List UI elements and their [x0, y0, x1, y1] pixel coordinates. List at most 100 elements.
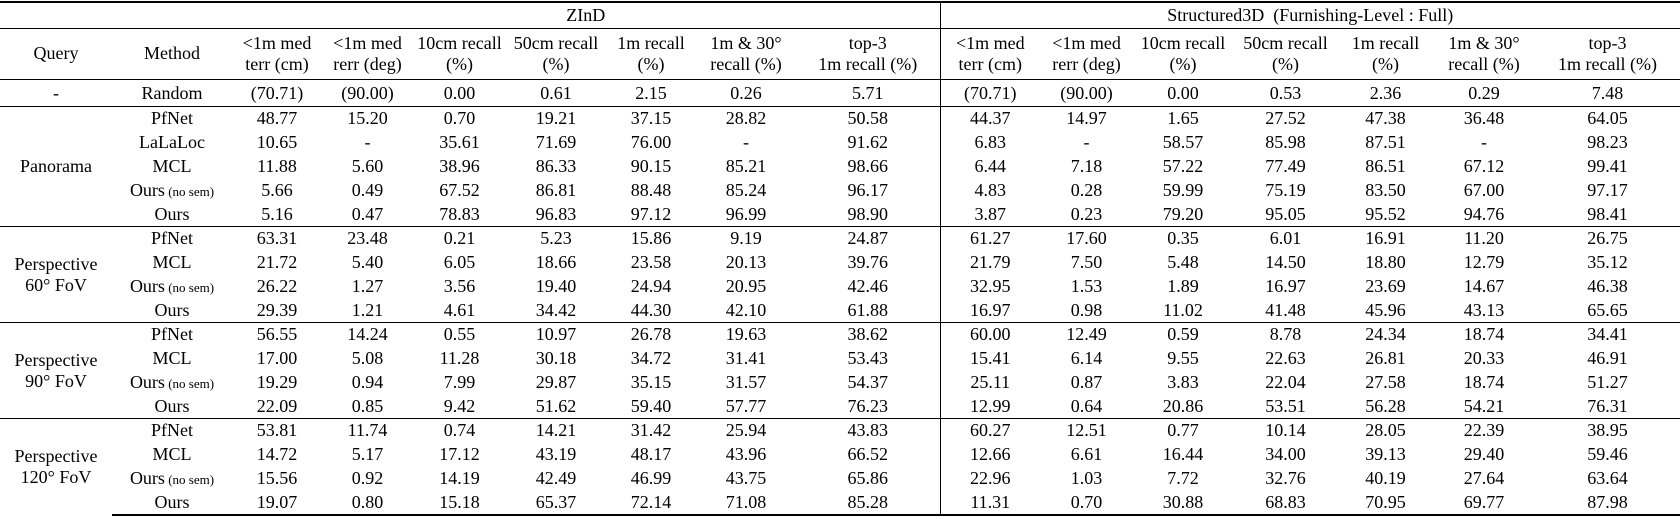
table-row: Ours 19.07 0.80 15.18 65.37 72.14 71.08 85.28 11… — [0, 490, 1680, 516]
value-cell: 38.62 — [796, 322, 941, 347]
metric-header-line2: (%) — [1272, 54, 1299, 74]
metric-header-line1: 1m recall — [617, 32, 685, 53]
value-cell: 66.52 — [847, 444, 889, 465]
value-cell: 40.19 — [1365, 468, 1406, 489]
metric-header-line1: <1m med — [333, 32, 402, 53]
value-cell: 32.76 — [1265, 468, 1306, 489]
value-cell: 0.80 — [322, 490, 413, 516]
value-cell: 5.71 — [852, 82, 884, 103]
value-cell: - — [1083, 132, 1090, 153]
value-cell: - — [364, 132, 371, 153]
value-cell: 23.69 — [1365, 276, 1406, 297]
value-cell: 0.70 — [413, 106, 506, 131]
value-cell: 85.98 — [1265, 132, 1306, 153]
value-cell: 18.66 — [535, 252, 577, 273]
value-cell: 3.87 — [939, 202, 1041, 227]
value-cell: 11.02 — [1163, 299, 1203, 320]
method-note: (no sem) — [164, 376, 215, 392]
value-cell: 43.96 — [725, 444, 767, 465]
value-cell: 1.89 — [1167, 276, 1199, 297]
query-cell: Perspective 90° FoV — [0, 322, 112, 419]
value-cell: 20.95 — [725, 276, 767, 297]
value-cell: 25.94 — [696, 418, 796, 443]
value-cell: 0.29 — [1468, 82, 1500, 103]
value-cell: (70.71) — [939, 79, 1041, 107]
metric-header-line2: 1m recall (%) — [818, 54, 918, 74]
value-cell: 20.13 — [725, 252, 767, 273]
table-row: LaLaLoc 10.65 - 35.61 71.69 76.00 - 91.62 6.83 - 5… — [0, 130, 1680, 155]
metric-header-line1: <1m med — [1052, 32, 1121, 53]
value-cell: 67.12 — [1463, 156, 1505, 177]
value-cell: - — [743, 132, 749, 153]
value-cell: 15.41 — [939, 346, 1041, 371]
value-cell: 37.15 — [606, 106, 696, 131]
value-cell: 67.00 — [1463, 180, 1505, 201]
metric-header-line2: rerr (deg) — [1052, 54, 1121, 74]
value-cell: 87.51 — [1365, 132, 1406, 153]
method-cell: MCL — [152, 156, 192, 177]
value-cell: 38.95 — [1535, 418, 1680, 443]
value-cell: 0.77 — [1133, 418, 1234, 443]
metric-header: 1m & 30° recall (%) — [696, 28, 796, 80]
value-cell: 3.56 — [443, 276, 476, 297]
value-cell: 7.99 — [443, 372, 476, 393]
value-cell: 56.55 — [232, 322, 322, 347]
query-cell: - — [53, 82, 59, 103]
value-cell: 0.59 — [1133, 322, 1234, 347]
method-cell: Ours — [154, 203, 190, 224]
value-cell: 59.40 — [630, 395, 672, 416]
query-column-header: Query — [0, 28, 112, 80]
group-header-zind: ZInD — [232, 1, 941, 29]
value-cell: 26.78 — [606, 322, 696, 347]
metric-header-line1: <1m med — [955, 32, 1025, 53]
value-cell: 10.14 — [1233, 418, 1339, 443]
value-cell: 0.70 — [1040, 490, 1134, 516]
method-cell: PfNet — [112, 418, 232, 443]
value-cell: 44.37 — [939, 106, 1041, 131]
value-cell: 5.48 — [1167, 252, 1199, 273]
table-row: MCL 21.72 5.40 6.05 18.66 23.58 20.13 39.76 21.7… — [0, 250, 1680, 275]
value-cell: 5.60 — [351, 156, 384, 177]
value-cell: 5.17 — [351, 444, 384, 465]
value-cell: 9.55 — [1167, 348, 1199, 369]
value-cell: 44.30 — [630, 299, 672, 320]
value-cell: 96.99 — [725, 203, 767, 224]
value-cell: 6.83 — [939, 130, 1041, 155]
metric-header: 1m recall (%) — [1338, 28, 1434, 80]
value-cell: 6.01 — [1233, 226, 1339, 251]
metric-header: <1m med rerr (deg) — [322, 28, 413, 80]
value-cell: 35.61 — [439, 132, 480, 153]
value-cell: 76.23 — [847, 395, 889, 416]
value-cell: 5.66 — [261, 180, 293, 201]
value-cell: 65.37 — [506, 490, 606, 516]
value-cell: 90.15 — [630, 156, 672, 177]
value-cell: (90.00) — [1060, 82, 1113, 103]
metric-header: 10cm recall (%) — [1133, 28, 1234, 80]
value-cell: 96.17 — [847, 180, 889, 201]
value-cell: 4.83 — [939, 178, 1041, 203]
method-cell: MCL — [152, 348, 192, 369]
table-row: MCL 11.88 5.60 38.96 86.33 90.15 85.21 98.66 6.4… — [0, 154, 1680, 179]
value-cell: 32.95 — [939, 274, 1041, 299]
table-row: MCL 14.72 5.17 17.12 43.19 48.17 43.96 66.52 12.… — [0, 442, 1680, 467]
value-cell: 19.21 — [506, 106, 606, 131]
method-cell: Ours (no sem) — [129, 468, 215, 489]
value-cell: 1.27 — [351, 276, 384, 297]
value-cell: 63.31 — [232, 226, 322, 251]
value-cell: 0.74 — [413, 418, 506, 443]
value-cell: 60.27 — [939, 418, 1041, 443]
value-cell: 65.86 — [847, 468, 889, 489]
value-cell: 86.33 — [535, 156, 577, 177]
value-cell: 7.48 — [1591, 82, 1624, 103]
value-cell: 3.83 — [1167, 372, 1199, 393]
value-cell: 51.27 — [1587, 372, 1628, 393]
value-cell: 12.79 — [1463, 252, 1505, 273]
value-cell: 11.74 — [322, 418, 413, 443]
value-cell: 5.16 — [261, 203, 293, 224]
value-cell: 31.42 — [606, 418, 696, 443]
value-cell: 20.86 — [1162, 395, 1204, 416]
metric-header: 50cm recall (%) — [506, 28, 606, 80]
metric-header: top-3 1m recall (%) — [796, 28, 941, 80]
value-cell: 27.52 — [1233, 106, 1339, 131]
